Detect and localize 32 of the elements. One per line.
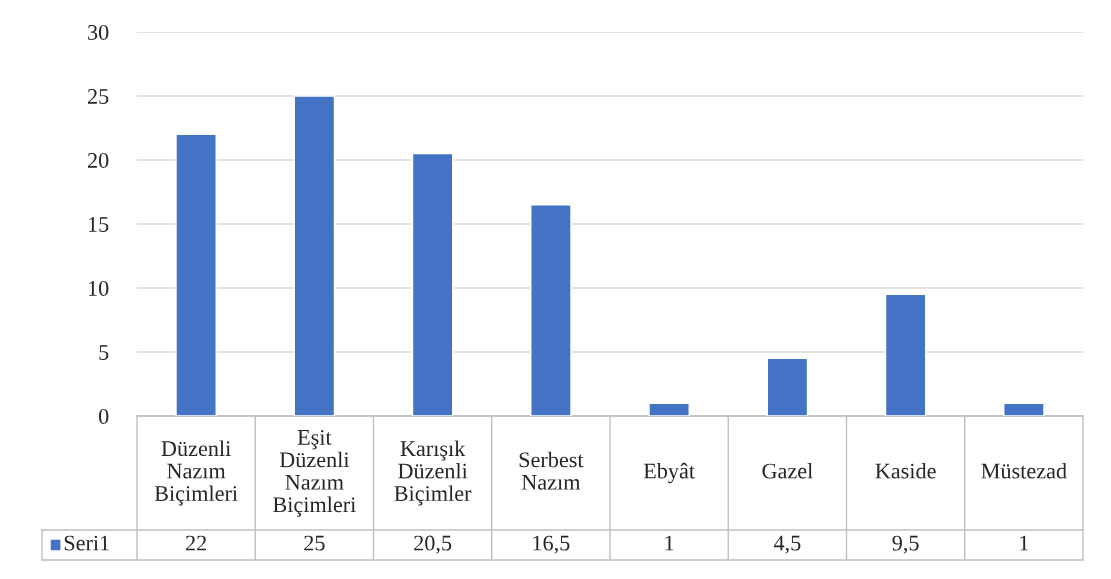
y-tick-label: 20 [87, 152, 109, 168]
data-label: 16,5 [533, 535, 570, 554]
bar [648, 402, 690, 416]
x-tick-label: Düzenli Nazım Biçimleri [154, 440, 238, 506]
y-tick-label: 25 [87, 88, 109, 104]
data-label: 9,5 [892, 535, 919, 554]
data-label: 25 [304, 535, 325, 551]
bar [411, 152, 454, 416]
x-tick-label: Kaside [875, 462, 936, 479]
x-tick-label: Ebyât [643, 462, 695, 484]
x-tick-label: Gazel [762, 462, 813, 479]
y-tick-label: 15 [88, 217, 109, 232]
x-tick-label: Müstezad [981, 462, 1067, 479]
y-tick-label: 30 [88, 24, 109, 40]
data-label: 1 [1020, 535, 1029, 551]
data-label: 4,5 [773, 535, 801, 554]
bar [530, 204, 572, 416]
data-label: 22 [185, 535, 207, 551]
data-label: 20,5 [414, 535, 452, 554]
bar [766, 357, 809, 416]
bar [293, 95, 336, 416]
y-tick-label: 0 [98, 408, 109, 424]
x-tick-label: Eşit Düzenli Nazım Biçimleri [273, 429, 356, 517]
x-tick-label: Karışık Düzenli Biçimler [394, 440, 472, 506]
bar [1003, 402, 1045, 416]
bar [175, 133, 217, 416]
data-label: 1 [665, 535, 674, 551]
x-tick-label: Serbest Nazım [519, 451, 584, 490]
y-tick-label: 10 [88, 280, 109, 296]
y-tick-label: 5 [99, 345, 109, 360]
legend-label: Seri1 [64, 535, 109, 551]
bar [884, 293, 927, 416]
